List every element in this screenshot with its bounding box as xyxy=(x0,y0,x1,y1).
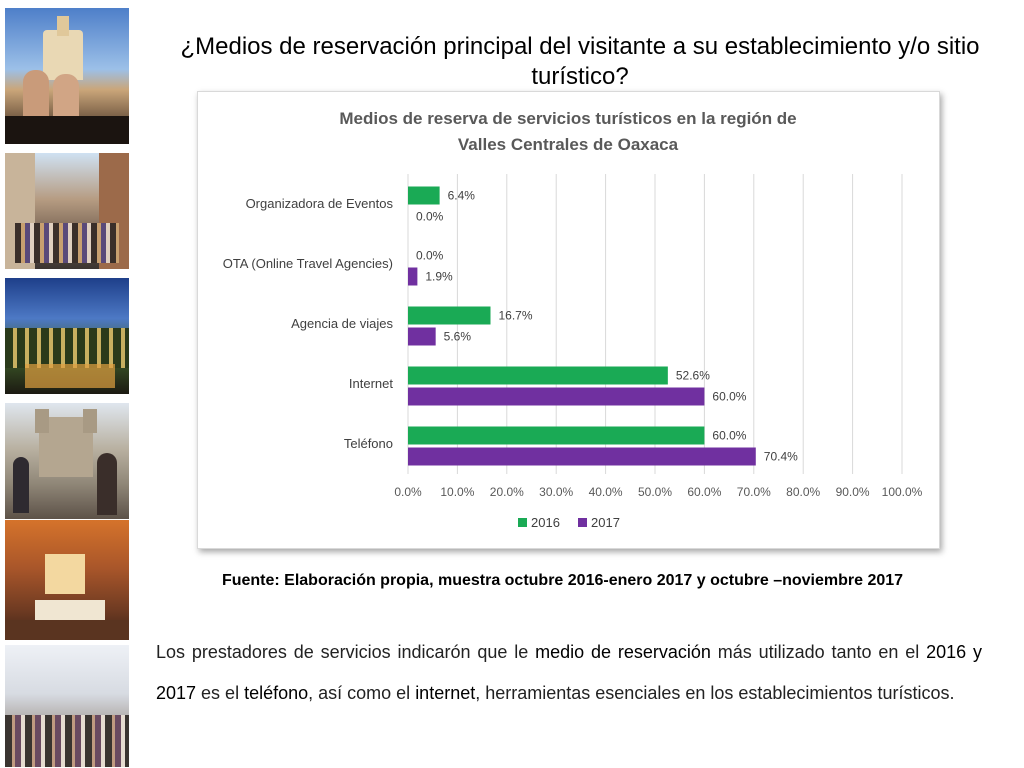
legend-label: 2016 xyxy=(531,515,560,530)
bar-2017 xyxy=(408,387,705,406)
x-tick-label: 70.0% xyxy=(737,485,771,499)
chart-title-line: Valles Centrales de Oaxaca xyxy=(458,135,679,154)
x-tick-label: 40.0% xyxy=(589,485,623,499)
bar-2016 xyxy=(408,186,440,205)
bar-2016 xyxy=(408,366,668,385)
paragraph-highlight-2: 2016 y 2017 xyxy=(156,642,982,703)
data-label: 5.6% xyxy=(444,330,472,344)
x-tick-label: 100.0% xyxy=(882,485,923,499)
paragraph-highlight-1: medio de reservación xyxy=(535,642,711,662)
source-note: Fuente: Elaboración propia, muestra octu… xyxy=(221,572,904,589)
data-label: 0.0% xyxy=(416,210,444,224)
hotel-room-photo xyxy=(5,520,129,640)
data-label: 70.4% xyxy=(764,450,798,464)
data-label: 16.7% xyxy=(498,309,532,323)
slide-title: ¿Medios de reservación principal del vis… xyxy=(180,33,980,90)
x-tick-label: 60.0% xyxy=(687,485,721,499)
x-tick-label: 10.0% xyxy=(440,485,474,499)
bar-2016 xyxy=(408,306,491,325)
legend-swatch xyxy=(518,518,527,527)
church-plaza-photo xyxy=(5,403,129,519)
pool-photo xyxy=(5,8,129,144)
data-label: 60.0% xyxy=(712,429,746,443)
data-label: 60.0% xyxy=(712,390,746,404)
bar-2017 xyxy=(408,447,756,466)
legend-swatch xyxy=(578,518,587,527)
x-tick-label: 50.0% xyxy=(638,485,672,499)
paragraph-text-5: , herramientas esenciales en los estable… xyxy=(475,683,955,703)
paragraph-highlight-4: internet xyxy=(415,683,476,703)
category-label: Agencia de viajes xyxy=(291,316,393,331)
street-crowd-photo xyxy=(5,153,129,269)
paragraph-text-3: es el xyxy=(196,683,245,703)
data-label: 52.6% xyxy=(676,369,710,383)
category-label: Internet xyxy=(349,376,393,391)
paragraph-text-4: , así como el xyxy=(308,683,416,703)
shopping-street-photo xyxy=(5,645,129,767)
chart-frame: Medios de reserva de servicios turístico… xyxy=(197,91,940,549)
summary-paragraph: Los prestadores de servicios indicarón q… xyxy=(156,632,982,714)
x-tick-label: 80.0% xyxy=(786,485,820,499)
x-tick-label: 30.0% xyxy=(539,485,573,499)
paragraph-highlight-3: teléfono xyxy=(244,683,309,703)
x-tick-label: 90.0% xyxy=(836,485,870,499)
terrace-night-photo xyxy=(5,278,129,394)
data-label: 6.4% xyxy=(448,189,476,203)
paragraph-text-2: más utilizado tanto en el xyxy=(710,642,927,662)
x-tick-label: 0.0% xyxy=(394,485,422,499)
legend-label: 2017 xyxy=(591,515,620,530)
category-label: OTA (Online Travel Agencies) xyxy=(223,256,393,271)
chart-title-line: Medios de reserva de servicios turístico… xyxy=(339,109,796,128)
paragraph-text-1: Los prestadores de servicios indicarón q… xyxy=(156,642,536,662)
x-tick-label: 20.0% xyxy=(490,485,524,499)
bar-chart: Medios de reserva de servicios turístico… xyxy=(223,109,923,530)
category-label: Teléfono xyxy=(344,436,393,451)
bar-2017 xyxy=(408,327,436,346)
data-label: 0.0% xyxy=(416,249,444,263)
bar-2017 xyxy=(408,267,418,286)
bar-2016 xyxy=(408,426,705,445)
category-label: Organizadora de Eventos xyxy=(246,196,394,211)
data-label: 1.9% xyxy=(425,270,453,284)
